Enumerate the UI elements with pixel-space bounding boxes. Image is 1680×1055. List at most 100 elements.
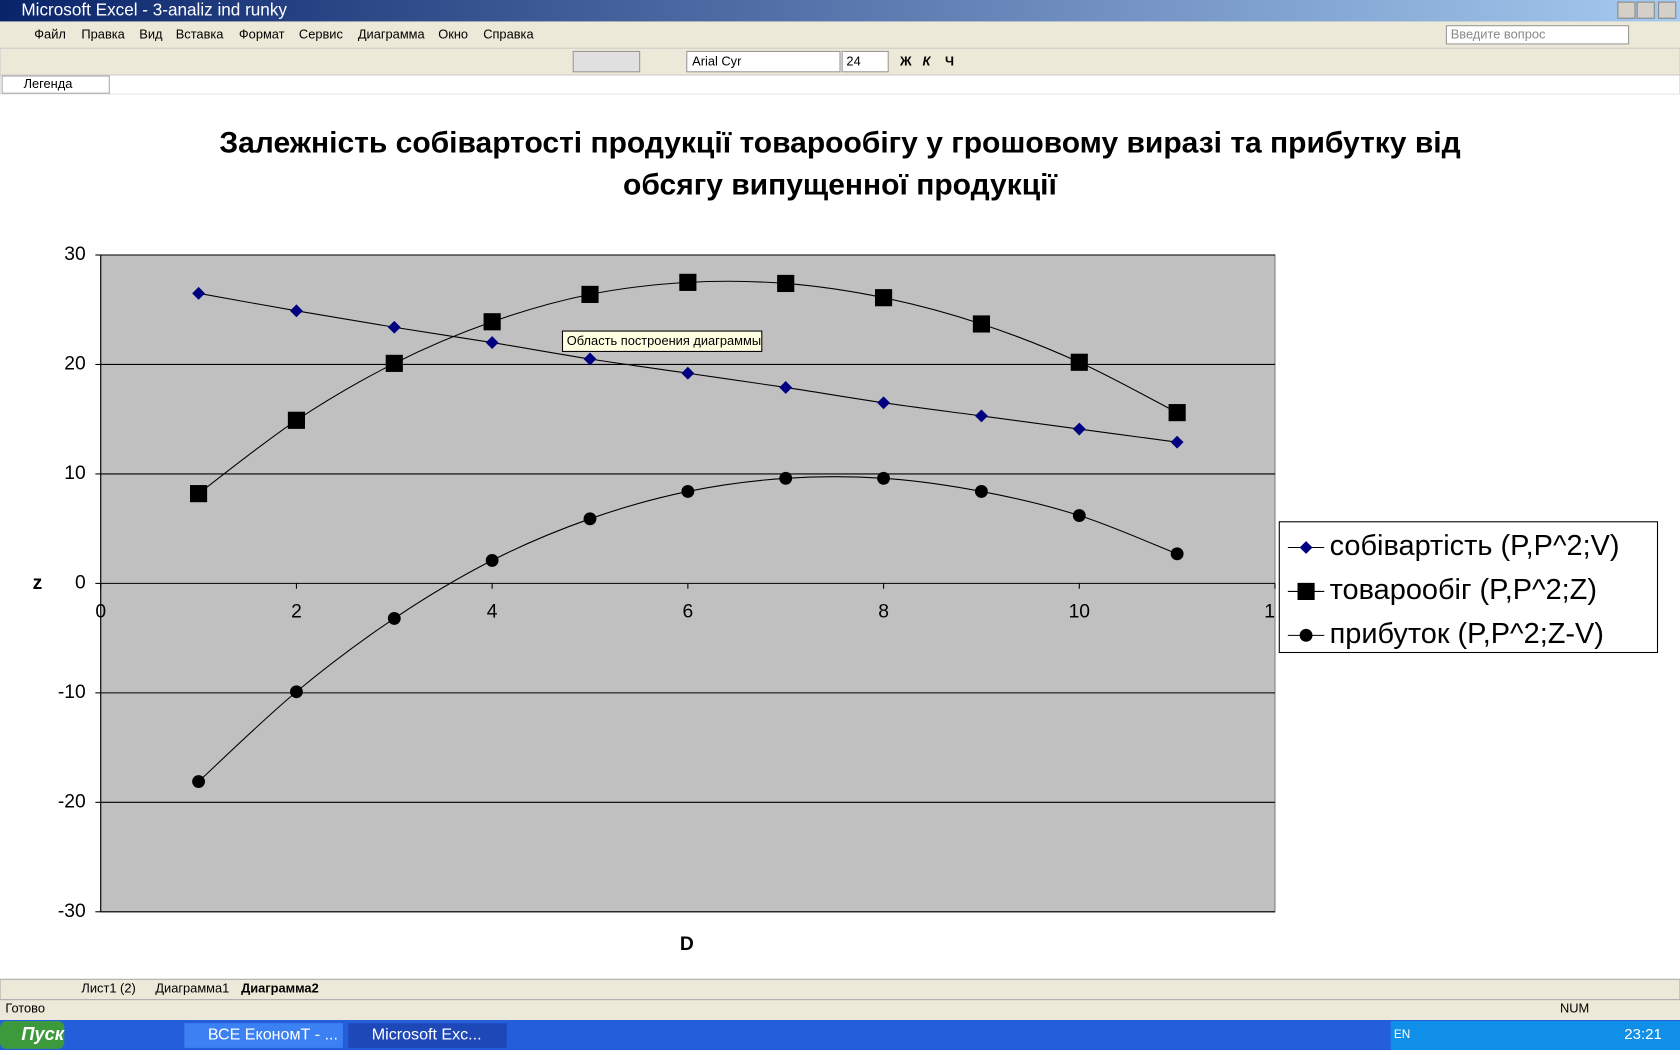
chart-title: обсягу випущенної продукції <box>623 168 1057 201</box>
y-tick-label: 10 <box>64 463 85 484</box>
data-point <box>287 411 305 429</box>
data-point <box>679 273 697 291</box>
start-text: Пуск <box>21 1024 64 1044</box>
zoom-box[interactable] <box>572 50 641 73</box>
tray <box>1390 1021 1680 1050</box>
legend-label: прибуток (P,P^2;Z-V) <box>1330 618 1604 650</box>
data-point <box>1072 509 1086 522</box>
data-point <box>290 685 303 699</box>
font-name: Arial Cyr <box>692 54 742 69</box>
status-text: Готово <box>5 1001 45 1016</box>
legend-marker <box>1299 628 1313 642</box>
format-button[interactable]: Ч <box>945 54 954 69</box>
chart-title: Залежність собівартості продукції товаро… <box>219 127 1460 160</box>
close[interactable] <box>1658 1 1677 19</box>
data-point <box>681 366 695 380</box>
font-box[interactable] <box>686 50 841 73</box>
sheet-tab[interactable]: Диаграмма1 <box>155 980 229 995</box>
start-button[interactable] <box>0 1021 65 1049</box>
window-title: Microsoft Excel - 3-analiz ind runky <box>21 0 287 19</box>
data-point <box>583 512 597 526</box>
task-button[interactable] <box>184 1023 343 1048</box>
data-point <box>583 352 597 366</box>
name-box-text: Легенда <box>24 76 74 91</box>
formula-bar <box>0 74 1680 95</box>
data-point <box>385 354 403 372</box>
data-point <box>1070 353 1088 371</box>
y-tick-label: 30 <box>64 244 85 265</box>
tray-lang: EN <box>1394 1028 1410 1041</box>
data-point <box>581 285 599 303</box>
data-point <box>972 315 990 333</box>
x-tick-label: 10 <box>1069 601 1090 622</box>
menu-item[interactable]: Вставка <box>176 27 225 42</box>
x-tick-label: 8 <box>878 601 889 622</box>
title-bar <box>0 0 1680 22</box>
tooltip <box>561 330 763 352</box>
x-tick-label: 2 <box>291 601 302 622</box>
y-tick-label: 0 <box>75 572 86 593</box>
menu-item[interactable]: Правка <box>81 27 125 42</box>
plot-clip-cover <box>1276 594 1280 627</box>
x-tick-label: 6 <box>682 601 693 622</box>
menu-item[interactable]: Окно <box>438 27 468 42</box>
menu-item[interactable]: Файл <box>34 27 66 42</box>
help-box[interactable] <box>1445 25 1630 45</box>
data-point <box>1072 422 1086 436</box>
data-point <box>192 286 205 300</box>
data-point <box>190 485 208 503</box>
y-tick-label: -10 <box>58 682 86 703</box>
clock: 23:21 <box>1624 1026 1662 1043</box>
data-point <box>485 553 499 567</box>
data-point <box>387 611 401 625</box>
legend-label: товарообіг (P,P^2;Z) <box>1330 574 1597 606</box>
data-point <box>485 336 499 349</box>
data-point <box>1168 404 1186 422</box>
minimize[interactable] <box>1617 1 1636 19</box>
data-point <box>387 320 401 334</box>
y-axis-label: z <box>33 573 43 594</box>
data-point <box>290 304 303 318</box>
data-point <box>483 313 501 331</box>
format-button[interactable]: К <box>923 54 932 69</box>
task-text: Microsoft Exc... <box>372 1025 482 1043</box>
sheet-tab-bar <box>0 978 1680 1001</box>
data-point <box>877 396 890 410</box>
menu-item[interactable]: Формат <box>239 27 285 42</box>
x-tick-label: 4 <box>487 601 498 622</box>
data-point <box>975 485 988 498</box>
data-point <box>777 274 795 293</box>
name-box[interactable] <box>1 75 110 94</box>
legend[interactable] <box>1278 521 1659 654</box>
y-tick-label: -20 <box>58 791 86 812</box>
tooltip-text: Область построения диаграммы <box>567 333 761 348</box>
format-button[interactable]: Ж <box>899 54 912 69</box>
x-tick-label: 0 <box>95 601 106 622</box>
series-line <box>198 476 1178 782</box>
restore[interactable] <box>1636 1 1655 19</box>
font-size: 24 <box>846 54 860 69</box>
y-tick-label: -30 <box>58 901 86 922</box>
task-text: ВСЕ ЕкономТ - ... <box>208 1025 338 1043</box>
status-num: NUM <box>1560 1001 1589 1016</box>
data-point <box>1170 547 1184 561</box>
task-button[interactable] <box>348 1023 507 1048</box>
sheet-tab[interactable]: Диаграмма2 <box>241 980 319 995</box>
menu-item[interactable]: Диаграмма <box>358 27 426 42</box>
chart: Залежність собівартості продукції товаро… <box>33 127 1659 955</box>
menu-item[interactable]: Справка <box>483 27 534 42</box>
sheet-tab[interactable]: Лист1 (2) <box>81 980 135 995</box>
data-point <box>877 471 890 485</box>
menu-bar: Файл Правка Вид Вставка Формат Сервис Диаграмм… <box>34 27 534 42</box>
data-point <box>975 409 988 423</box>
x-axis-label: D <box>680 934 694 955</box>
menu-item[interactable]: Вид <box>139 27 163 42</box>
legend-label: собівартість (P,P^2;V) <box>1330 530 1620 562</box>
menu-item[interactable]: Сервис <box>299 27 344 42</box>
y-tick-label: 20 <box>64 354 85 375</box>
size-box[interactable] <box>841 50 889 73</box>
data-point <box>779 471 793 485</box>
